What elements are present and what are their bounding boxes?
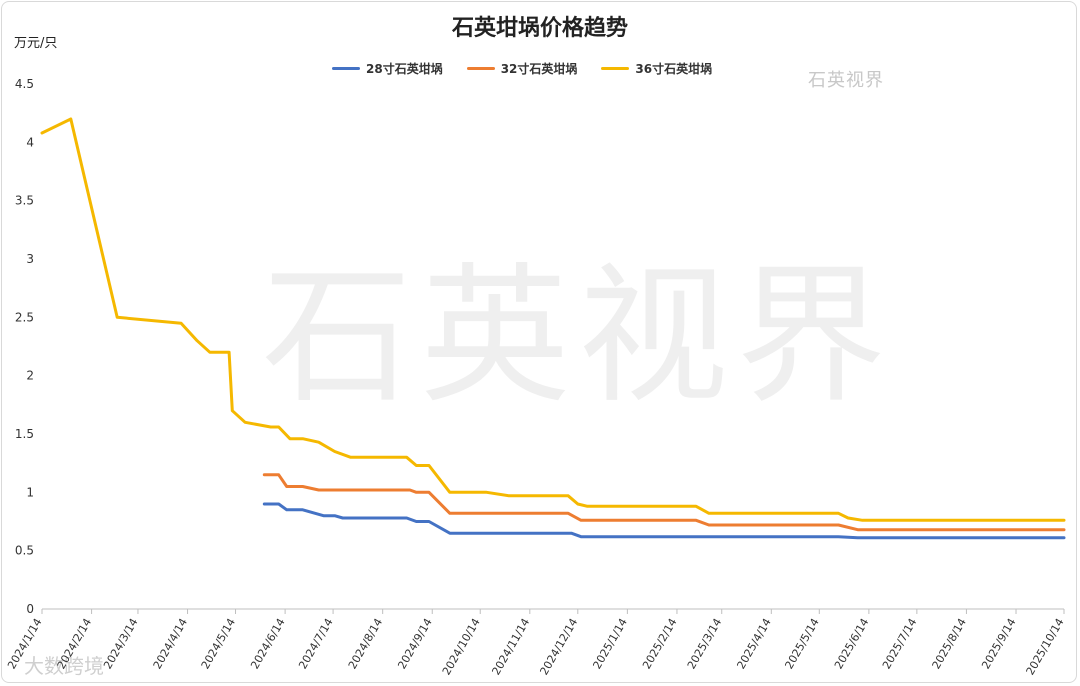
x-tick-label: 2024/4/14 <box>151 616 190 671</box>
legend-item: 36寸石英坩埚 <box>601 60 712 77</box>
x-tick-label: 2024/7/14 <box>296 616 335 671</box>
y-tick-label: 4.5 <box>15 77 34 91</box>
legend-item: 32寸石英坩埚 <box>466 60 578 77</box>
x-tick-label: 2024/9/14 <box>395 616 434 671</box>
y-tick-label: 1.5 <box>15 427 34 441</box>
x-tick-label: 2025/8/14 <box>930 616 969 671</box>
x-tick-label: 2024/12/14 <box>537 616 580 677</box>
center-watermark: 石英视界 <box>262 250 895 424</box>
x-tick-label: 2024/2/14 <box>55 616 94 671</box>
x-tick-label: 2025/6/14 <box>832 616 871 671</box>
bottom-watermark: 大数跨境 <box>24 654 104 678</box>
series-line-1 <box>262 502 1066 540</box>
legend-label: 36寸石英坩埚 <box>635 62 713 76</box>
y-tick-label: 1 <box>26 485 34 499</box>
series-line-3 <box>40 117 1066 522</box>
x-tick-label: 2025/7/14 <box>880 616 919 671</box>
x-tick-label: 2025/5/14 <box>782 616 821 671</box>
y-tick-label: 4 <box>26 135 34 149</box>
x-tick-label: 2025/9/14 <box>979 616 1018 671</box>
x-tick-label: 2025/4/14 <box>734 616 773 671</box>
x-tick-label: 2024/1/14 <box>5 616 44 671</box>
legend-label: 32寸石英坩埚 <box>500 62 578 76</box>
x-tick-label: 2024/8/14 <box>346 616 385 671</box>
y-tick-label: 0.5 <box>15 544 34 558</box>
x-tick-label: 2024/10/14 <box>440 616 483 677</box>
legend-swatch <box>332 67 360 70</box>
series-line-2 <box>262 473 1066 532</box>
x-tick-label: 2025/2/14 <box>640 616 679 671</box>
x-tick-label: 2025/3/14 <box>685 616 724 671</box>
y-tick-label: 3.5 <box>15 194 34 208</box>
x-tick-label: 2025/10/14 <box>1024 616 1067 677</box>
x-tick-label: 2024/11/14 <box>489 616 532 677</box>
corner-watermark: 石英视界 <box>808 70 884 91</box>
chart-title: 石英坩埚价格趋势 <box>451 16 628 41</box>
legend-swatch <box>601 67 630 70</box>
x-tick-label: 2024/5/14 <box>199 616 238 671</box>
legend-swatch <box>466 67 495 70</box>
y-tick-label: 2.5 <box>15 310 34 324</box>
x-tick-label: 2024/3/14 <box>101 616 140 671</box>
y-tick-label: 2 <box>26 369 34 383</box>
legend-item: 28寸石英坩埚 <box>332 60 443 77</box>
y-tick-label: 0 <box>26 602 34 616</box>
y-tick-label: 3 <box>26 252 34 266</box>
y-axis-unit-label: 万元/只 <box>14 36 58 51</box>
x-tick-label: 2024/6/14 <box>248 616 287 671</box>
x-tick-label: 2025/1/14 <box>591 616 630 671</box>
chart-legend: 28寸石英坩埚 32寸石英坩埚 36寸石英坩埚 <box>332 60 712 77</box>
legend-label: 28寸石英坩埚 <box>366 62 443 76</box>
